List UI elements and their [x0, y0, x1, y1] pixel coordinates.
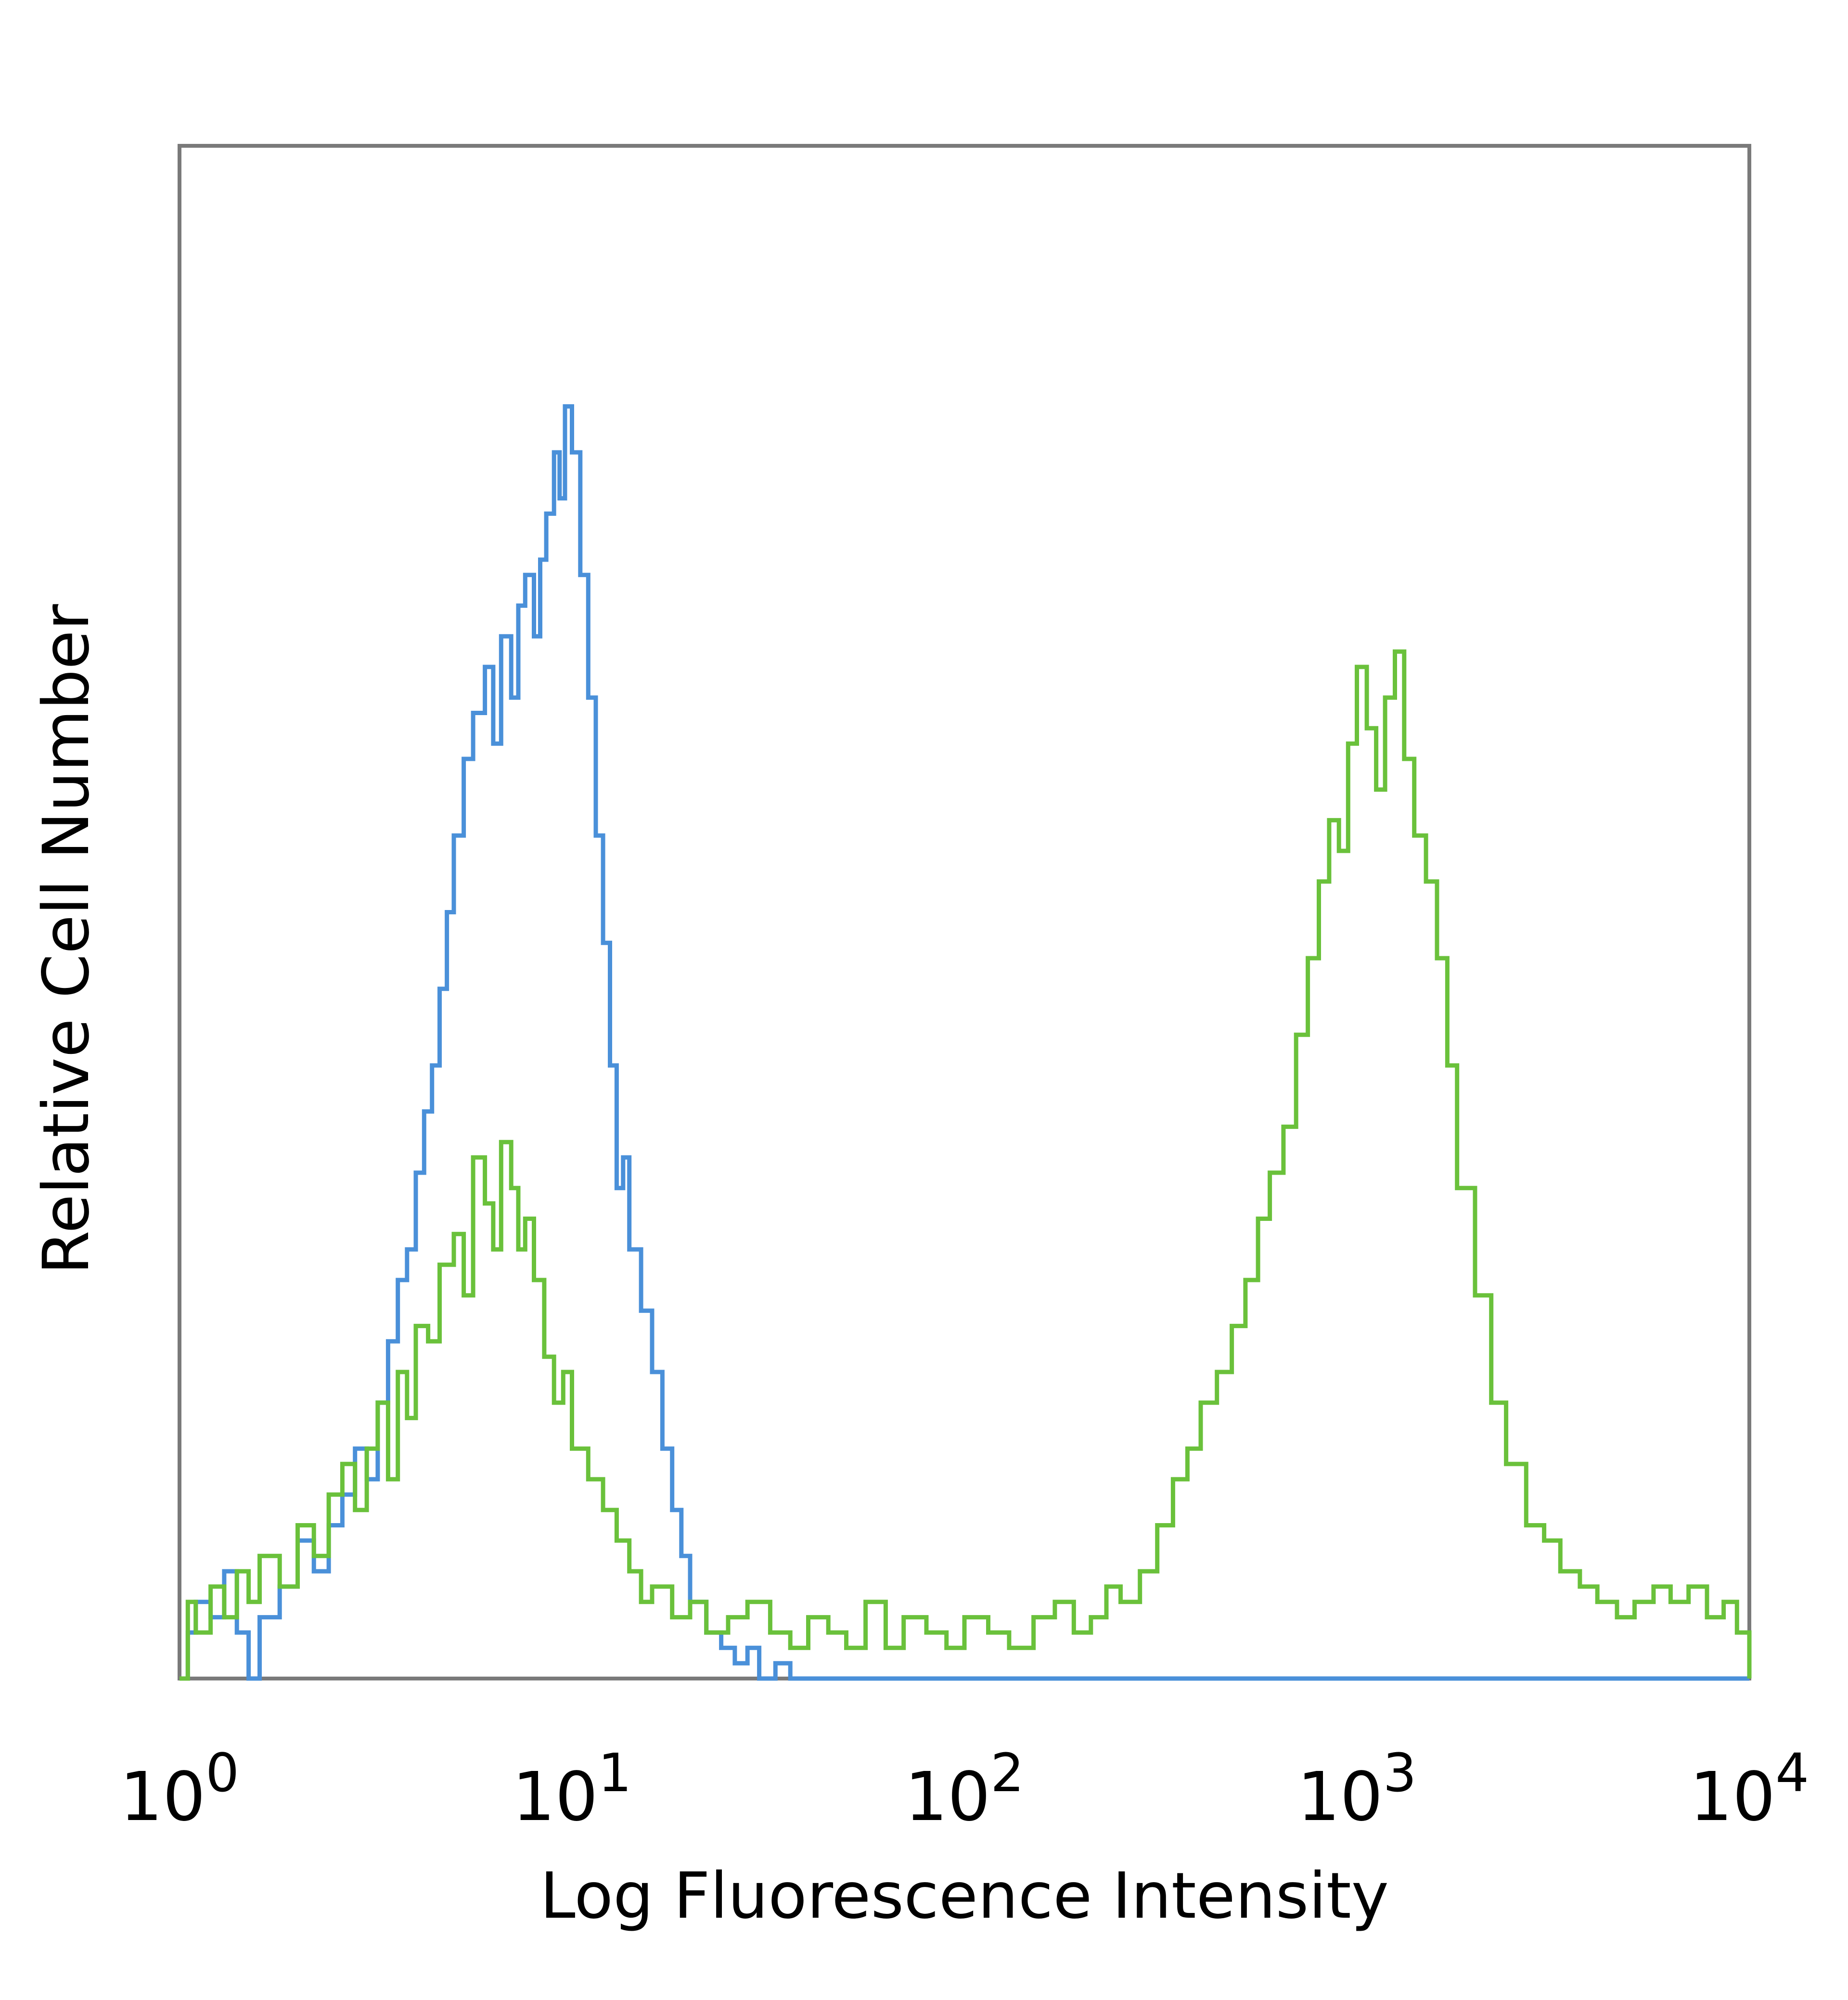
- x-axis-label: Log Fluorescence Intensity: [540, 1859, 1389, 1933]
- x-tick-label-1: 101: [512, 1742, 631, 1836]
- histogram-series-1: [180, 404, 1749, 1681]
- x-tick-label-0: 100: [120, 1742, 239, 1836]
- x-tick-labels: 100 101 102 103 104: [120, 1742, 1809, 1836]
- x-tick-label-4: 104: [1690, 1742, 1809, 1836]
- x-tick-label-3: 103: [1297, 1742, 1416, 1836]
- x-tick-label-2: 102: [905, 1742, 1024, 1836]
- y-axis-label: Relative Cell Number: [29, 604, 103, 1275]
- histogram-series-2: [180, 649, 1752, 1681]
- series-layer: [180, 404, 1752, 1681]
